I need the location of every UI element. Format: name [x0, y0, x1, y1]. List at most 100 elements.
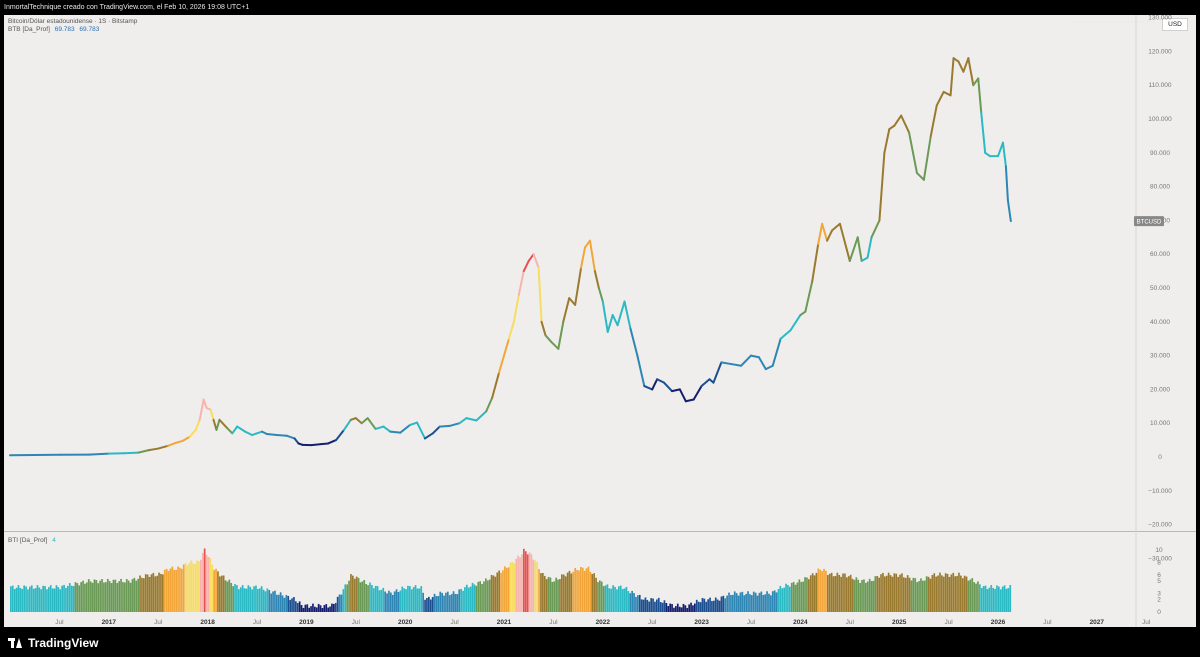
indicator-bar: [536, 561, 538, 612]
indicator-bar: [350, 574, 352, 612]
price-line-segment: [544, 334, 553, 344]
indicator-bar: [72, 586, 75, 612]
x-tick-label: Jul: [55, 619, 64, 626]
indicator-bar: [941, 575, 943, 612]
indicator-bar: [564, 576, 567, 612]
indicator-bar: [716, 599, 719, 612]
indicator-bar: [342, 589, 345, 612]
tradingview-logo[interactable]: TradingView: [8, 636, 98, 650]
indicator-bar: [688, 604, 690, 612]
indicator-bar: [198, 561, 200, 612]
indicator-bar: [521, 554, 523, 612]
price-line-segment: [720, 361, 733, 366]
price-line-segment: [231, 425, 239, 435]
indicator-bar: [597, 582, 599, 612]
price-line-segment: [866, 236, 873, 259]
indicator-bar: [631, 590, 633, 612]
x-tick-label: Jul: [253, 619, 262, 626]
x-tick-label: Jul: [1043, 619, 1052, 626]
indicator-bar: [414, 585, 417, 612]
price-line-segment: [908, 131, 918, 175]
indicator-bar: [426, 598, 428, 612]
indicator-bar: [95, 580, 98, 612]
indicator-bar: [293, 597, 295, 612]
indicator-bar: [515, 558, 518, 612]
indicator-bar: [872, 580, 875, 612]
indicator-bar: [315, 607, 318, 612]
indicator-bar: [86, 582, 88, 612]
indicator-bar: [979, 584, 981, 612]
indicator-bar: [910, 580, 913, 612]
indicator-bar: [494, 576, 497, 612]
indicator-bar: [488, 579, 491, 612]
indicator-bar: [904, 577, 907, 612]
indicator-bar: [338, 594, 341, 612]
indicator-bar: [192, 563, 195, 612]
indicator-bar: [447, 591, 449, 612]
indicator-bar: [344, 584, 347, 612]
indicator-bar: [599, 580, 601, 612]
x-tick-label: Jul: [450, 619, 459, 626]
indicator-bar: [431, 597, 434, 612]
indicator-bar: [654, 601, 656, 612]
x-tick-label: Jul: [1142, 619, 1151, 626]
indicator-bar: [460, 588, 462, 612]
price-chart-svg[interactable]: 180.000170.000160.000150.000140.000130.0…: [4, 15, 1196, 627]
indicator-bar: [137, 578, 139, 612]
price-line-segment: [656, 378, 666, 384]
indicator-bar: [25, 586, 27, 612]
price-line-segment: [712, 361, 723, 384]
indicator-bar: [158, 572, 160, 612]
indicator-bar: [456, 594, 459, 612]
indicator-bar: [986, 589, 989, 612]
indicator-bar: [428, 596, 430, 612]
indicator-bar: [435, 596, 438, 612]
price-line-segment: [209, 408, 215, 421]
price-line-segment: [354, 417, 363, 425]
indicator-bar: [355, 576, 358, 612]
price-line-segment: [1004, 165, 1009, 202]
indicator-bar: [276, 594, 278, 612]
indicator-bar: [958, 572, 960, 612]
indicator-bar: [830, 572, 833, 612]
indicator-bar: [29, 586, 31, 612]
chart-panel[interactable]: Bitcoin/Dólar estadounidense · 1S · Bits…: [4, 15, 1196, 627]
indicator-bar: [323, 605, 326, 612]
indicator-bar: [450, 594, 453, 612]
indicator-bar: [42, 585, 44, 612]
price-line-segment: [423, 432, 434, 440]
indicator-bar: [190, 560, 193, 612]
sub-y-tick-label: 3: [1157, 590, 1161, 597]
indicator-bar: [483, 581, 485, 612]
indicator-bar: [865, 582, 867, 612]
attribution-text: InmortalTechnique creado con TradingView…: [4, 4, 250, 11]
indicator-bar: [963, 575, 966, 612]
price-line-segment: [929, 104, 938, 137]
indicator-bar: [264, 591, 267, 612]
indicator-bar: [11, 585, 14, 612]
indicator-bar: [156, 575, 158, 612]
indicator-bar: [709, 597, 711, 612]
indicator-bar: [291, 598, 293, 612]
indicator-bar: [657, 597, 660, 612]
indicator-bar: [399, 590, 402, 612]
indicator-bar: [600, 581, 603, 612]
indicator-bar: [779, 585, 782, 612]
indicator-bar: [32, 588, 35, 612]
x-tick-label: Jul: [154, 619, 163, 626]
price-line-segment: [915, 172, 925, 181]
indicator-bar: [418, 588, 421, 612]
indicator-bar: [775, 592, 778, 612]
indicator-bar: [55, 585, 58, 612]
indicator-bar: [230, 582, 233, 612]
indicator-bar: [143, 578, 145, 612]
indicator-bar: [739, 592, 742, 612]
indicator-bar: [437, 595, 440, 612]
indicator-bar: [209, 558, 212, 612]
indicator-bar: [184, 562, 187, 612]
currency-button[interactable]: USD: [1162, 18, 1188, 31]
price-line-segment: [327, 439, 338, 445]
price-line-segment: [399, 423, 412, 434]
price-line-segment: [174, 439, 184, 444]
pane-divider[interactable]: [4, 531, 1196, 532]
